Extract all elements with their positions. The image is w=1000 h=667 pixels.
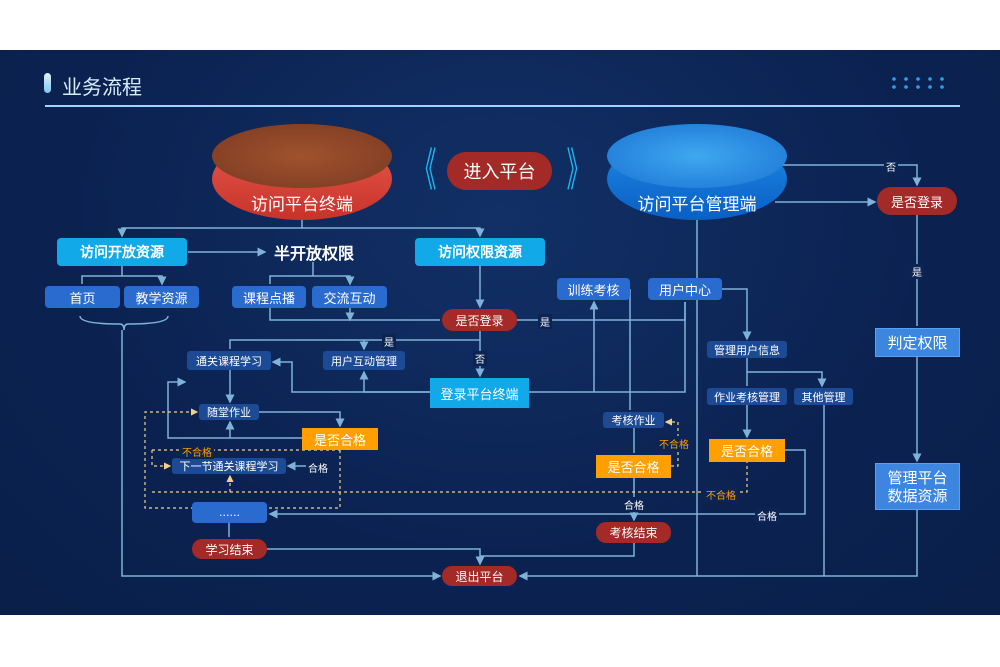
edge-label-no: 否 xyxy=(884,159,898,174)
edge-label-yes: 是 xyxy=(910,264,924,279)
open-resource-node[interactable]: 访问开放资源 xyxy=(57,238,187,266)
interaction-node[interactable]: 交流互动 xyxy=(312,286,387,308)
determine-permission-node[interactable]: 判定权限 xyxy=(875,328,960,357)
admin-platform-top xyxy=(607,124,787,188)
other-mgmt-node[interactable]: 其他管理 xyxy=(794,388,853,405)
manage-user-info-node[interactable]: 管理用户信息 xyxy=(707,341,787,358)
homework-exam-mgmt-node[interactable]: 作业考核管理 xyxy=(707,388,787,405)
edge-label-pass: 合格 xyxy=(306,460,330,475)
pass-course-node[interactable]: 通关课程学习 xyxy=(187,351,271,370)
user-interaction-mgmt-node[interactable]: 用户互动管理 xyxy=(323,351,405,370)
next-course-node[interactable]: 下一节通关课程学习 xyxy=(172,458,286,474)
title-divider xyxy=(45,105,960,107)
exam-homework-node[interactable]: 考核作业 xyxy=(603,412,664,428)
chevron-right-icon: 》 xyxy=(566,143,590,197)
login-terminal-node[interactable]: 登录平台终端 xyxy=(430,378,529,408)
edge-label-fail: 不合格 xyxy=(657,436,691,451)
auth-resource-node[interactable]: 访问权限资源 xyxy=(415,238,545,266)
edge-label-pass: 合格 xyxy=(622,497,646,512)
teaching-resource-node[interactable]: 教学资源 xyxy=(124,286,199,308)
class-homework-node[interactable]: 随堂作业 xyxy=(199,404,259,420)
qualified-check-middle: 是否合格 xyxy=(596,455,671,478)
qualified-check-right: 是否合格 xyxy=(709,439,785,462)
title-pill-icon xyxy=(44,73,51,93)
terminal-platform-label[interactable]: 访问平台终端 xyxy=(251,195,353,215)
edge-label-fail: 不合格 xyxy=(704,487,738,502)
edge-label-yes: 是 xyxy=(538,314,552,329)
terminal-platform-top xyxy=(212,124,392,188)
ellipsis-node[interactable]: ...... xyxy=(192,502,267,523)
edge-label-fail: 不合格 xyxy=(180,444,214,459)
exit-platform-node[interactable]: 退出平台 xyxy=(442,566,517,586)
admin-platform-label[interactable]: 访问平台管理端 xyxy=(637,195,757,215)
edge-label-pass: 合格 xyxy=(755,508,779,523)
exam-end-node: 考核结束 xyxy=(596,522,671,543)
chevron-left-icon: 《 xyxy=(413,143,437,197)
study-end-node: 学习结束 xyxy=(192,539,267,559)
training-exam-node[interactable]: 训练考核 xyxy=(557,278,630,300)
qualified-check-left: 是否合格 xyxy=(302,428,378,450)
enter-platform-button[interactable]: 进入平台 xyxy=(447,152,552,190)
diagram-canvas xyxy=(0,50,1000,615)
dots-decoration-icon xyxy=(888,75,952,91)
page-title: 业务流程 xyxy=(62,75,142,99)
home-node[interactable]: 首页 xyxy=(45,286,120,308)
edge-label-no: 否 xyxy=(473,351,487,366)
data-resource-label: 管理平台数据资源 xyxy=(887,468,948,505)
login-check-node: 是否登录 xyxy=(442,309,517,331)
user-center-node[interactable]: 用户中心 xyxy=(648,278,722,300)
data-resource-node[interactable]: 管理平台数据资源 xyxy=(875,463,960,510)
semi-open-label: 半开放权限 xyxy=(273,244,354,263)
admin-login-check: 是否登录 xyxy=(877,187,957,215)
edge-label-yes: 是 xyxy=(382,334,396,349)
course-vod-node[interactable]: 课程点播 xyxy=(232,286,306,308)
